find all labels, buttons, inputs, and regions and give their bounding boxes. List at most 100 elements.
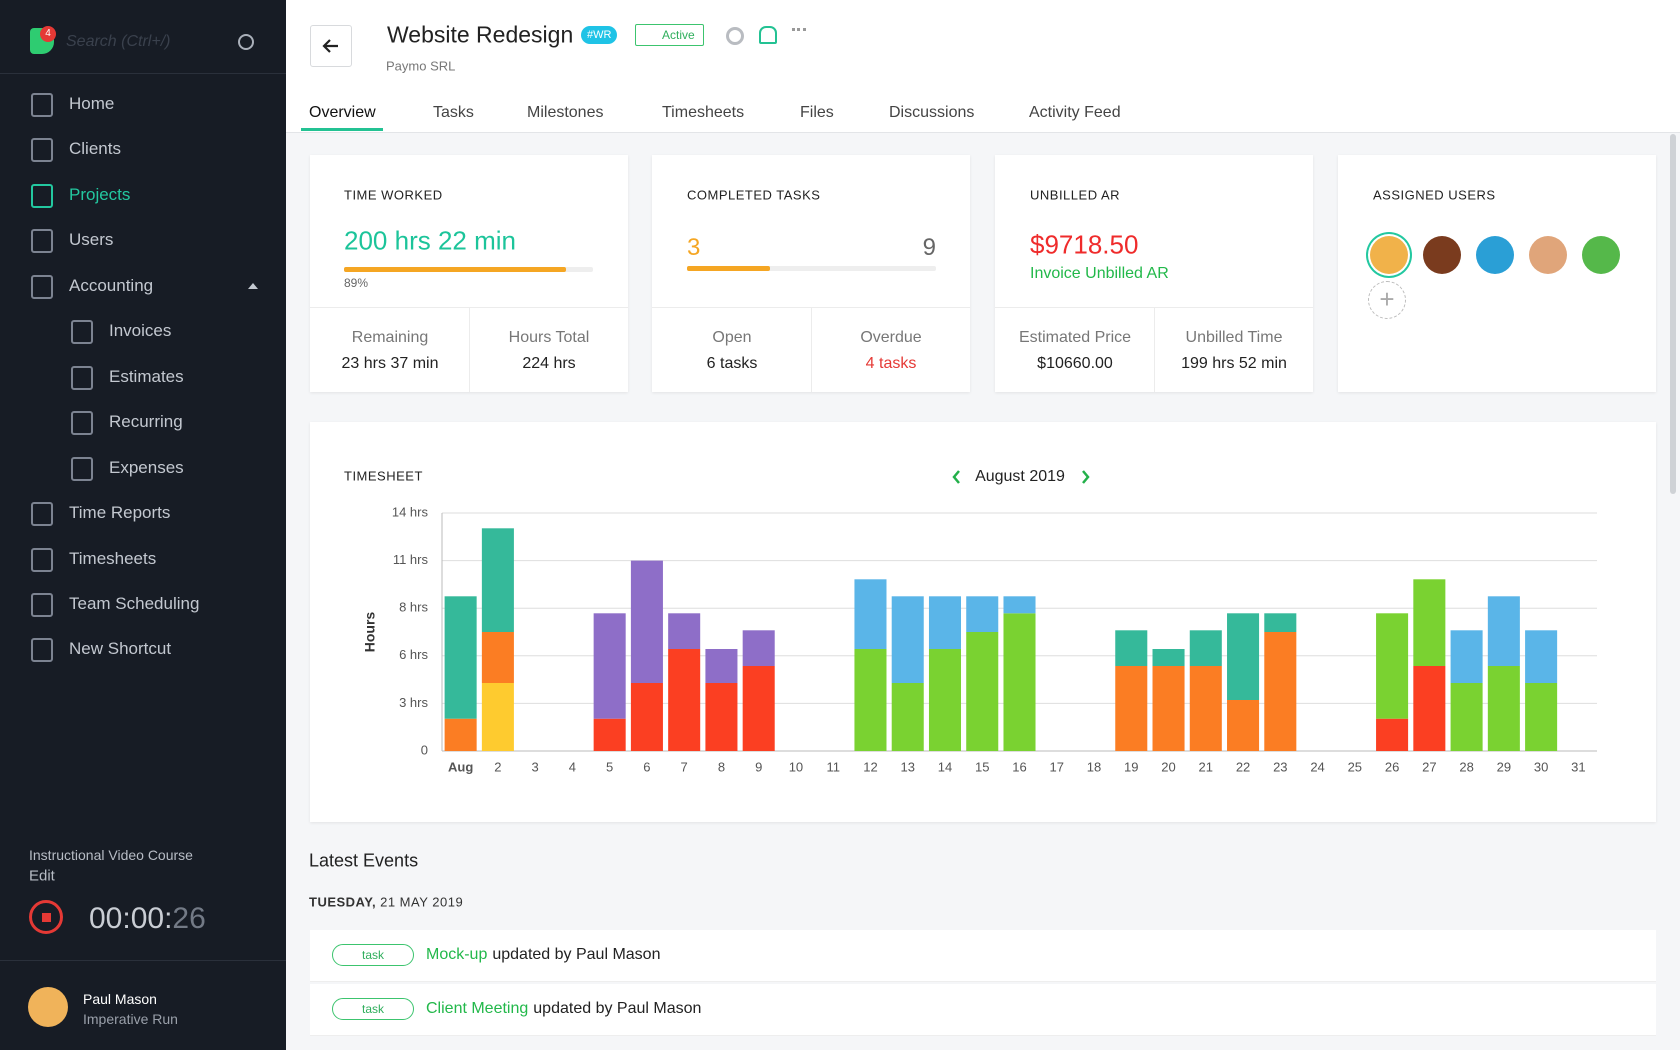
invoice-link[interactable]: Invoice Unbilled AR [1030, 265, 1169, 282]
card-title: COMPLETED TASKS [687, 187, 821, 203]
stat-value: 4 tasks [865, 355, 917, 372]
back-button[interactable] [310, 25, 352, 67]
user-avatar[interactable] [1476, 236, 1514, 274]
status-badge[interactable]: Active [635, 24, 704, 46]
nav-item[interactable]: Recurring [109, 412, 183, 431]
tab-underline [301, 128, 383, 131]
client-name: Paymo SRL [386, 58, 456, 74]
sidebar-footer-divider [0, 960, 286, 961]
header [286, 0, 1680, 133]
nav-item[interactable]: Home [69, 94, 115, 113]
nav-item[interactable]: Users [69, 230, 114, 249]
stat-label: Remaining [351, 329, 429, 346]
user-avatar [28, 987, 68, 1027]
nav-item[interactable]: Estimates [109, 367, 184, 386]
nav-icon [31, 275, 53, 299]
tab[interactable]: Activity Feed [1029, 104, 1121, 121]
stat-label: Unbilled Time [1185, 329, 1283, 346]
edit-link[interactable]: Edit [29, 867, 55, 885]
stat-label: Open [712, 329, 752, 346]
card-title: TIME WORKED [344, 187, 443, 203]
event-description: updated by Paul Mason [533, 1000, 702, 1017]
nav-icon [31, 138, 53, 162]
project-code: #WR [581, 26, 618, 44]
nav-icon [31, 502, 53, 526]
event-row [310, 984, 1656, 1036]
stat-label: Overdue [860, 329, 922, 346]
card-title: ASSIGNED USERS [1373, 187, 1496, 203]
tab[interactable]: Timesheets [662, 104, 745, 121]
nav-icon [71, 320, 93, 344]
stat-value: 23 hrs 37 min [341, 355, 439, 372]
tab[interactable]: Files [800, 104, 834, 121]
more-icon[interactable] [792, 28, 806, 35]
date-day: TUESDAY, [309, 894, 377, 910]
stop-button[interactable] [29, 900, 63, 934]
bell-icon[interactable] [759, 26, 777, 44]
card-divider [469, 307, 470, 392]
sidebar-divider [0, 73, 286, 74]
event-row [310, 930, 1656, 982]
nav-icon [31, 593, 53, 617]
search-input[interactable]: Search (Ctrl+/) [66, 33, 171, 50]
user-avatar[interactable] [1370, 236, 1408, 274]
card [310, 422, 1656, 822]
add-user[interactable]: + [1368, 281, 1406, 319]
scrollbar [1670, 134, 1676, 494]
user-avatar[interactable] [1423, 236, 1461, 274]
nav-item[interactable]: Invoices [109, 321, 172, 340]
tab[interactable]: Tasks [433, 104, 474, 121]
stat-value: 199 hrs 52 min [1181, 355, 1287, 372]
user-avatar[interactable] [1529, 236, 1567, 274]
stat-value: 224 hrs [522, 355, 576, 372]
nav-icon [31, 548, 53, 572]
nav-icon [71, 457, 93, 481]
card-divider [1154, 307, 1155, 392]
tab[interactable]: Milestones [527, 104, 604, 121]
stat-label: Estimated Price [1018, 329, 1132, 346]
progress-bar [344, 267, 566, 272]
card-divider [811, 307, 812, 392]
event-link: Client Meeting [426, 1000, 529, 1017]
stat-label: Hours Total [508, 329, 590, 346]
tasks-done: 3 [687, 234, 701, 261]
nav-item[interactable]: Accounting [69, 276, 154, 295]
user-avatar[interactable] [1582, 236, 1620, 274]
date-text: 21 MAY 2019 [380, 894, 464, 910]
stat-value: $10660.00 [1037, 355, 1113, 372]
timer-seconds: 26 [172, 902, 206, 935]
nav-icon [31, 638, 53, 662]
nav-icon [31, 229, 53, 253]
nav-icon [71, 366, 93, 390]
tasks-total: 9 [922, 234, 936, 261]
event-tag: task [332, 944, 414, 966]
event-description: updated by Paul Mason [492, 946, 661, 963]
notification-badge: 4 [40, 26, 56, 42]
nav-item[interactable]: New Shortcut [69, 639, 172, 658]
time-worked-value: 200 hrs 22 min [344, 225, 516, 256]
stat-value: 6 tasks [706, 355, 758, 372]
tab[interactable]: Discussions [889, 104, 975, 121]
tab[interactable]: Overview [309, 104, 376, 121]
nav-icon [31, 93, 53, 117]
nav-icon [31, 184, 53, 208]
event-tag: task [332, 998, 414, 1020]
nav-item[interactable]: Clients [69, 139, 121, 158]
tasks-bar [687, 266, 770, 271]
search-icon [238, 34, 254, 50]
nav-item[interactable]: Expenses [109, 458, 184, 477]
progress-label: 89% [344, 276, 369, 290]
nav-icon [71, 411, 93, 435]
nav-item[interactable]: Time Reports [69, 503, 171, 522]
settings-icon[interactable] [726, 27, 744, 45]
back-icon [322, 39, 338, 53]
nav-item[interactable]: Timesheets [69, 549, 157, 568]
nav-item[interactable]: Team Scheduling [69, 594, 200, 613]
card-title: UNBILLED AR [1030, 187, 1121, 203]
nav-item[interactable]: Projects [69, 185, 131, 204]
user-company: Imperative Run [83, 1011, 178, 1027]
events-date: TUESDAY, 21 MAY 2019 [309, 895, 463, 910]
timer-main: 00:00: [89, 902, 173, 935]
timer: 00:00:26 [89, 902, 206, 936]
